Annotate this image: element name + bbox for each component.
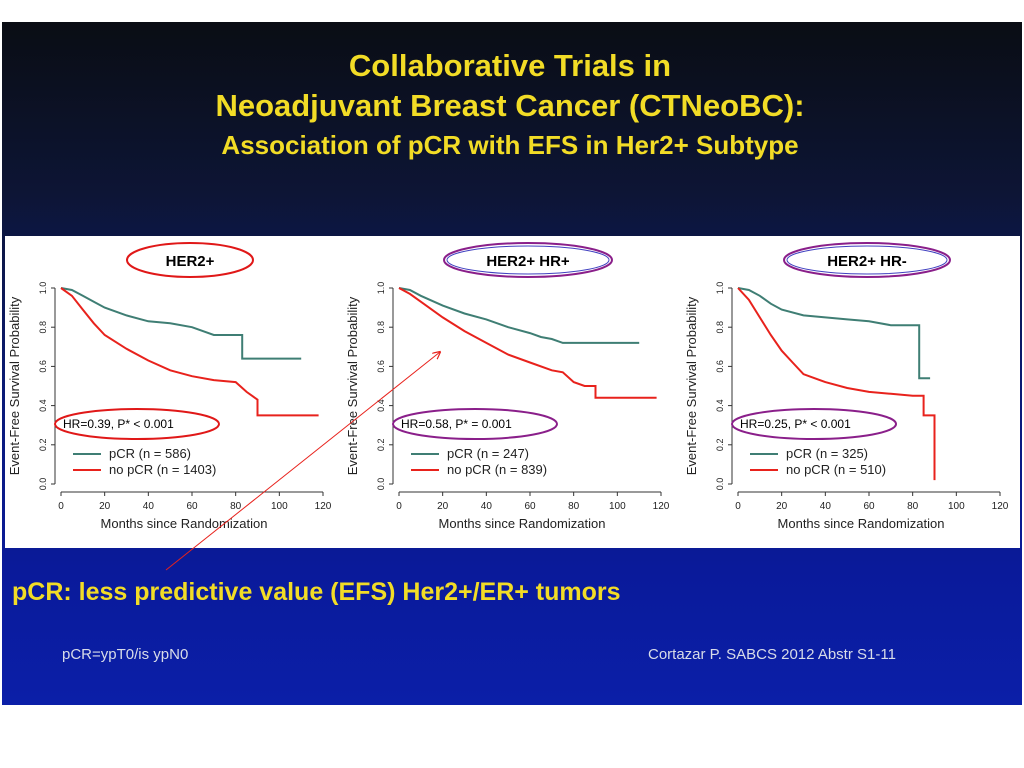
survival-charts: HER2+ 0.0 0.2 0.4 0.6 0.8 1.0 0 20 40 60 80 100 120 Mo… <box>7 242 1009 531</box>
y-tick-label: 1.0 <box>38 282 48 295</box>
y-tick-label: 1.0 <box>376 282 386 295</box>
x-tick-label: 100 <box>609 501 626 512</box>
chart-title: HER2+ <box>166 253 215 270</box>
chart-2: HER2+ HR+ 0.0 0.2 0.4 0.6 0.8 1.0 0 20 40 60 80 100 1… <box>345 242 670 531</box>
x-tick-label: 20 <box>437 501 449 512</box>
x-tick-label: 80 <box>230 501 242 512</box>
y-tick-label: 0.8 <box>376 321 386 334</box>
series-line-pcr <box>737 287 931 380</box>
legend-label: pCR (n = 586) <box>109 446 191 461</box>
x-tick-label: 60 <box>863 501 875 512</box>
pcr-definition-note: pCR=ypT0/is ypN0 <box>62 646 189 663</box>
hr-annotation: HR=0.58, P* = 0.001 <box>401 417 512 431</box>
legend-label: no pCR (n = 1403) <box>109 462 216 477</box>
title-ellipse-inner <box>446 245 610 275</box>
y-axis-label: Event-Free Survival Probability <box>7 296 22 475</box>
title-ellipse <box>783 242 951 278</box>
x-tick-label: 40 <box>143 501 155 512</box>
x-tick-label: 80 <box>907 501 919 512</box>
y-tick-label: 0.0 <box>38 478 48 491</box>
slide-subtitle: pCR: less predictive value (EFS) Her2+/E… <box>12 578 621 606</box>
legend-label: no pCR (n = 839) <box>447 462 547 477</box>
slide-title-line-3: Association of pCR with EFS in Her2+ Sub… <box>221 130 799 160</box>
hr-annotation: HR=0.25, P* < 0.001 <box>740 417 851 431</box>
title-ellipse <box>126 242 254 278</box>
y-axis-label: Event-Free Survival Probability <box>684 296 699 475</box>
y-tick-label: 0.6 <box>715 360 725 373</box>
y-tick-label: 0.0 <box>376 478 386 491</box>
chart-3: HER2+ HR- 0.0 0.2 0.4 0.6 0.8 1.0 0 20 40 60 80 100 1… <box>684 242 1009 531</box>
y-tick-label: 0.2 <box>715 439 725 452</box>
y-tick-label: 0.8 <box>38 321 48 334</box>
hr-ellipse <box>731 408 897 440</box>
y-tick-label: 0.6 <box>38 360 48 373</box>
title-ellipse-inner <box>786 245 948 275</box>
y-tick-label: 0.8 <box>715 321 725 334</box>
hr-annotation: HR=0.39, P* < 0.001 <box>63 417 174 431</box>
x-tick-label: 60 <box>524 501 536 512</box>
x-axis-label: Months since Randomization <box>778 516 945 531</box>
chart-1: HER2+ 0.0 0.2 0.4 0.6 0.8 1.0 0 20 40 60 80 100 120 Mo… <box>7 242 332 531</box>
x-tick-label: 120 <box>315 501 332 512</box>
x-tick-label: 0 <box>735 501 741 512</box>
x-axis-label: Months since Randomization <box>101 516 268 531</box>
y-tick-label: 0.6 <box>376 360 386 373</box>
x-tick-label: 100 <box>271 501 288 512</box>
y-tick-label: 0.4 <box>38 399 48 412</box>
y-axis-label: Event-Free Survival Probability <box>345 296 360 475</box>
x-tick-label: 20 <box>776 501 788 512</box>
series-line-no-pcr <box>737 287 936 481</box>
series-line-no-pcr <box>60 287 319 417</box>
legend-label: no pCR (n = 510) <box>786 462 886 477</box>
series-line-pcr <box>398 287 640 344</box>
slide-title-line-2: Neoadjuvant Breast Cancer (CTNeoBC): <box>215 88 805 123</box>
x-tick-label: 100 <box>948 501 965 512</box>
legend-label: pCR (n = 247) <box>447 446 529 461</box>
title-ellipse <box>443 242 613 278</box>
legend-label: pCR (n = 325) <box>786 446 868 461</box>
x-tick-label: 0 <box>396 501 402 512</box>
series-line-no-pcr <box>398 287 657 399</box>
chart-title: HER2+ HR- <box>827 253 907 270</box>
x-tick-label: 40 <box>820 501 832 512</box>
x-tick-label: 0 <box>58 501 64 512</box>
x-tick-label: 120 <box>992 501 1009 512</box>
citation-note: Cortazar P. SABCS 2012 Abstr S1-11 <box>648 646 896 663</box>
x-tick-label: 120 <box>653 501 670 512</box>
y-tick-label: 0.4 <box>376 399 386 412</box>
x-tick-label: 60 <box>186 501 198 512</box>
x-axis-label: Months since Randomization <box>439 516 606 531</box>
series-line-pcr <box>60 287 302 360</box>
x-tick-label: 80 <box>568 501 580 512</box>
y-tick-label: 0.4 <box>715 399 725 412</box>
charts-panel: HER2+ 0.0 0.2 0.4 0.6 0.8 1.0 0 20 40 60 80 100 120 Mo… <box>5 236 1020 548</box>
slide-title-line-1: Collaborative Trials in <box>348 48 672 83</box>
y-tick-label: 0.0 <box>715 478 725 491</box>
y-tick-label: 0.2 <box>376 439 386 452</box>
chart-title: HER2+ HR+ <box>486 253 570 270</box>
x-tick-label: 40 <box>481 501 493 512</box>
y-tick-label: 1.0 <box>715 282 725 295</box>
y-tick-label: 0.2 <box>38 439 48 452</box>
x-tick-label: 20 <box>99 501 111 512</box>
